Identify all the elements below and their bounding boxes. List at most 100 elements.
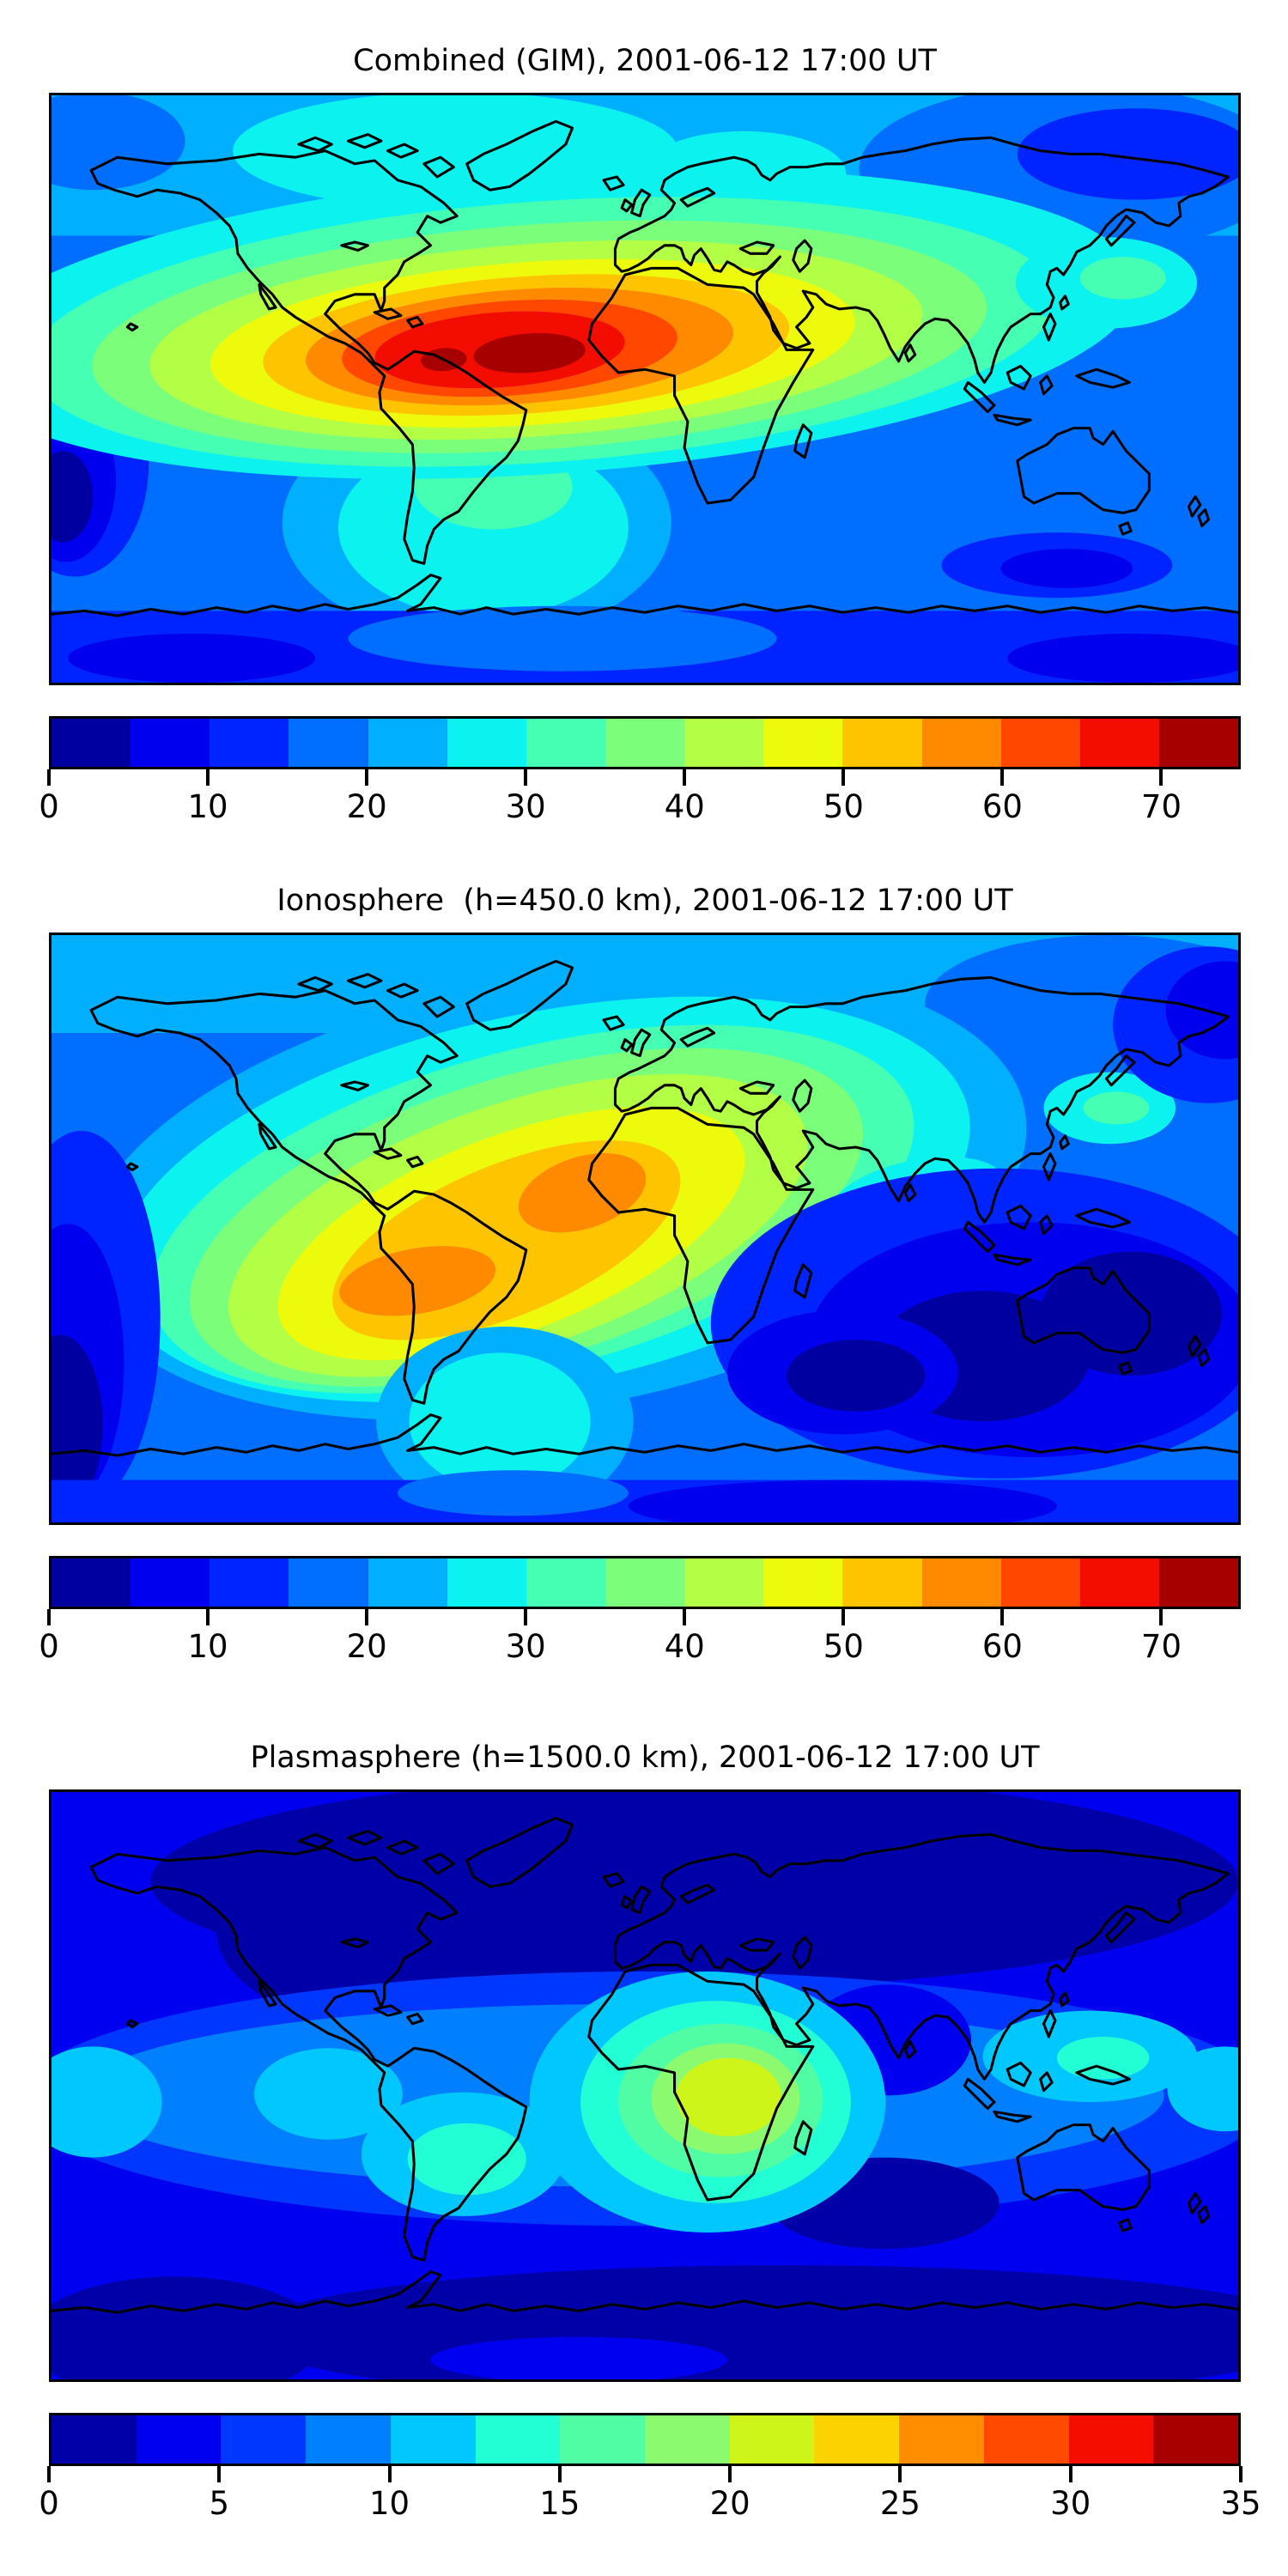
colorbar-tick-label: 50 — [823, 1628, 864, 1665]
colorbar-segment — [763, 719, 843, 767]
contour-band-level-4 — [1167, 2046, 1238, 2132]
world-map-ionosphere — [49, 933, 1241, 1525]
colorbar-segment — [447, 719, 526, 767]
colorbar-tick-mark — [206, 769, 210, 786]
colorbar-segment — [52, 1558, 131, 1607]
colorbar-tick-label: 20 — [709, 2485, 750, 2522]
contour-band-level-4 — [254, 2048, 403, 2140]
colorbar-tick-mark — [1239, 2466, 1242, 2482]
colorbar-tick-mark — [728, 2466, 732, 2482]
colorbar-tick-mark — [841, 769, 846, 786]
colorbar-tick-label: 30 — [505, 788, 546, 825]
colorbar-tick-mark — [365, 769, 369, 786]
panel-title: Ionosphere (h=450.0 km), 2001-06-12 17:0… — [276, 884, 1013, 918]
contour-band-level-5 — [1056, 2037, 1150, 2080]
colorbar-tick-mark — [47, 2466, 51, 2482]
colorbar-tick-label: 60 — [981, 788, 1023, 825]
colorbar-tick-mark — [1000, 769, 1005, 786]
colorbar-tick-mark — [206, 1609, 210, 1625]
colorbar-plasmasphere — [49, 2413, 1241, 2466]
contour-band-level-0 — [787, 1340, 926, 1412]
colorbar-segment — [921, 719, 1001, 767]
contour-band-level-5 — [407, 2123, 526, 2196]
colorbar-tick-mark — [524, 1609, 528, 1625]
contour-band-level-0 — [1040, 1251, 1222, 1376]
colorbar-segment — [605, 1558, 685, 1607]
contour-band-level-2 — [1017, 108, 1238, 200]
panel-plasmasphere: Plasmasphere (h=1500.0 km), 2001-06-12 1… — [39, 1738, 1261, 2528]
contour-band-level-6 — [1083, 1091, 1150, 1125]
contour-map-canvas — [52, 95, 1238, 683]
colorbar-combined — [49, 716, 1241, 769]
contour-band-level-11 — [339, 1246, 496, 1316]
contour-band-level-3 — [348, 605, 777, 671]
colorbar-tick-mark — [1068, 2466, 1072, 2482]
colorbar-segment — [684, 1558, 764, 1607]
colorbar-ticks-ionosphere: 0 10 20 30 40 50 60 70 — [39, 1609, 1241, 1678]
colorbar-tick-label: 0 — [39, 788, 59, 825]
colorbar-segment — [1158, 719, 1239, 767]
colorbar-segment — [52, 719, 131, 767]
contour-band-level-8 — [676, 2057, 782, 2136]
colorbar-tick-mark — [47, 769, 51, 786]
colorbar-tick-label: 35 — [1220, 2485, 1261, 2522]
colorbar-segment — [475, 2415, 561, 2464]
contour-band-level-1 — [1007, 634, 1238, 683]
colorbar-segment — [131, 1558, 210, 1607]
colorbar-tick-mark — [47, 1609, 51, 1625]
colorbar-segment — [306, 2415, 391, 2464]
colorbar-tick-mark — [898, 2466, 902, 2482]
colorbar-segment — [842, 1558, 922, 1607]
colorbar-tick-mark — [217, 2466, 222, 2482]
colorbar-tick-label: 50 — [823, 788, 864, 825]
colorbar-segment — [1068, 2415, 1154, 2464]
colorbar-segment — [899, 2415, 984, 2464]
colorbar-tick-label: 30 — [505, 1628, 546, 1665]
colorbar-segment — [368, 719, 447, 767]
contour-band-level-0 — [52, 1334, 103, 1515]
colorbar-tick-mark — [1159, 1609, 1163, 1625]
colorbar-ticks-combined: 0 10 20 30 40 50 60 70 — [39, 769, 1241, 838]
colorbar-segment — [136, 2415, 222, 2464]
colorbar-segment — [684, 719, 764, 767]
colorbar-segment — [289, 719, 368, 767]
colorbar-tick-label: 40 — [664, 788, 705, 825]
colorbar-segment — [368, 1558, 447, 1607]
colorbar-tick-label: 10 — [369, 2485, 410, 2522]
colorbar-segment — [605, 719, 685, 767]
contour-map-canvas — [52, 935, 1238, 1522]
colorbar-tick-mark — [387, 2466, 392, 2482]
colorbar-segment — [729, 2415, 815, 2464]
contour-band-level-1 — [1000, 549, 1133, 588]
colorbar-tick-label: 20 — [346, 788, 387, 825]
colorbar-segment — [526, 719, 605, 767]
colorbar-tick-mark — [1000, 1609, 1005, 1625]
contour-band-level-0 — [52, 451, 93, 543]
world-map-combined — [49, 93, 1241, 685]
colorbar-tick-mark — [841, 1609, 846, 1625]
panel-title: Combined (GIM), 2001-06-12 17:00 UT — [353, 44, 937, 78]
colorbar-segment — [390, 2415, 476, 2464]
colorbar-tick-label: 40 — [664, 1628, 705, 1665]
panel-combined-gim: Combined (GIM), 2001-06-12 17:00 UT 0 10 2… — [39, 41, 1241, 831]
contour-map-canvas — [52, 1792, 1238, 2379]
colorbar-tick-label: 25 — [879, 2485, 920, 2522]
contour-band-level-4 — [52, 2046, 162, 2158]
colorbar-segment — [1079, 1558, 1159, 1607]
colorbar-segment — [289, 1558, 368, 1607]
colorbar-tick-mark — [524, 769, 528, 786]
contour-band-level-0 — [52, 2276, 324, 2379]
colorbar-tick-label: 0 — [39, 2485, 59, 2522]
colorbar-tick-mark — [365, 1609, 369, 1625]
contour-band-level-14 — [473, 333, 586, 374]
colorbar-segment — [921, 1558, 1001, 1607]
contour-band-level-1 — [628, 1479, 1057, 1522]
colorbar-segment — [1000, 719, 1080, 767]
contour-band-level-11 — [518, 1153, 647, 1233]
colorbar-segment — [1153, 2415, 1239, 2464]
colorbar-segment — [131, 719, 210, 767]
colorbar-tick-mark — [1159, 769, 1163, 786]
colorbar-tick-label: 10 — [187, 788, 228, 825]
colorbar-tick-label: 20 — [346, 1628, 387, 1665]
